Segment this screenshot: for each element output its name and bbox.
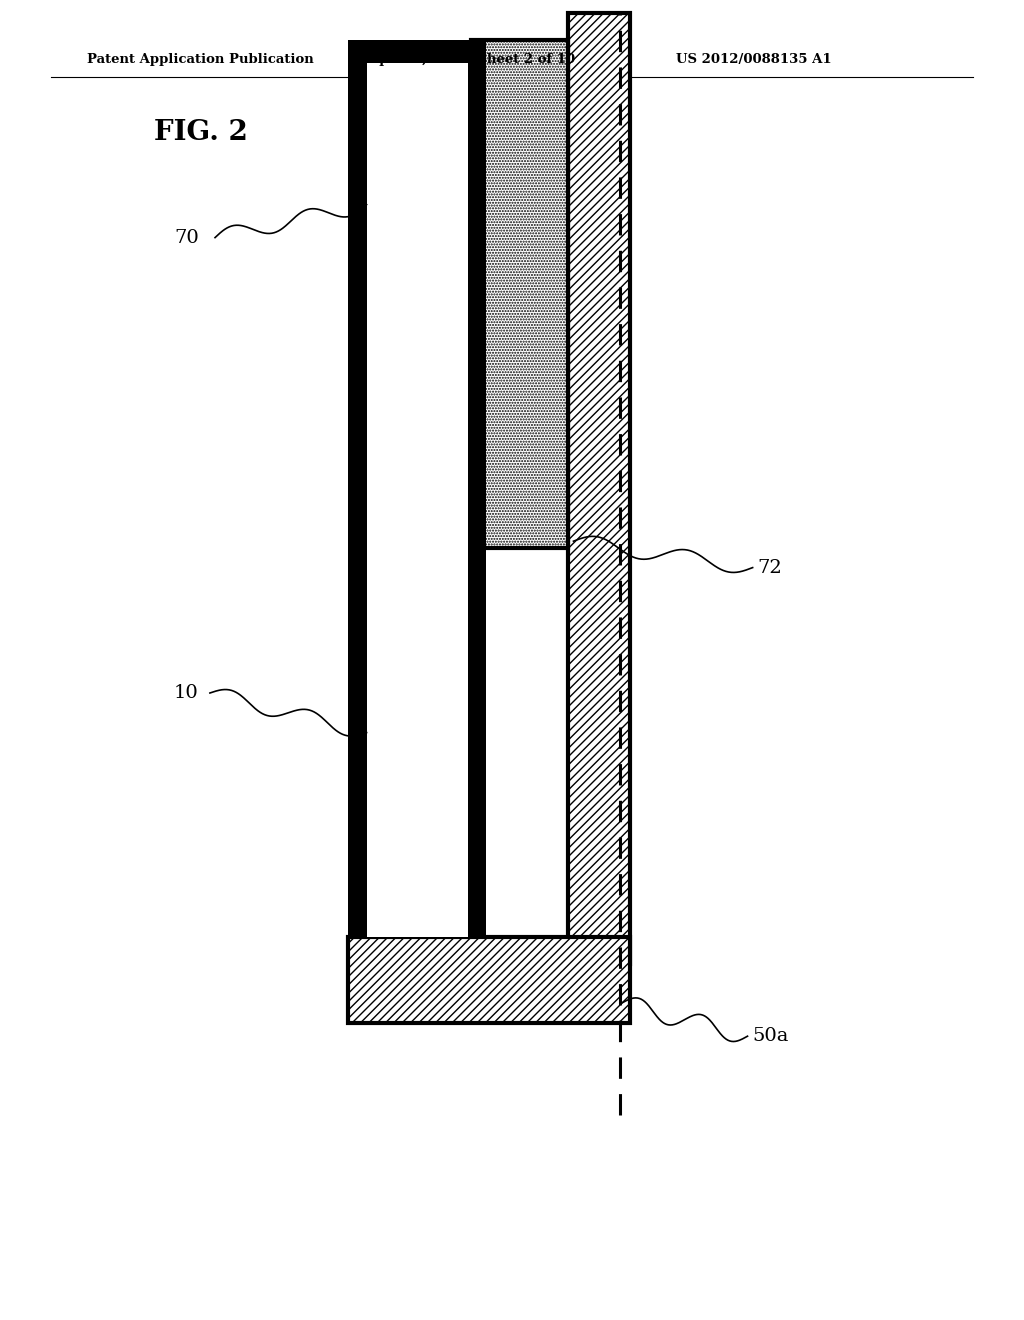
Text: Patent Application Publication: Patent Application Publication [87,53,313,66]
Text: US 2012/0088135 A1: US 2012/0088135 A1 [676,53,831,66]
Bar [468,40,486,937]
Text: 72: 72 [758,558,782,577]
Bar [348,40,486,63]
Text: Apr. 12, 2012  Sheet 2 of 10: Apr. 12, 2012 Sheet 2 of 10 [369,53,574,66]
Text: 50a: 50a [753,1027,790,1045]
Text: 10: 10 [174,684,199,702]
Bar [471,40,568,548]
Bar [568,13,630,964]
Bar [364,40,471,937]
Bar [348,937,630,1023]
Text: 70: 70 [174,228,199,247]
Bar [348,40,367,937]
Text: FIG. 2: FIG. 2 [154,119,248,145]
